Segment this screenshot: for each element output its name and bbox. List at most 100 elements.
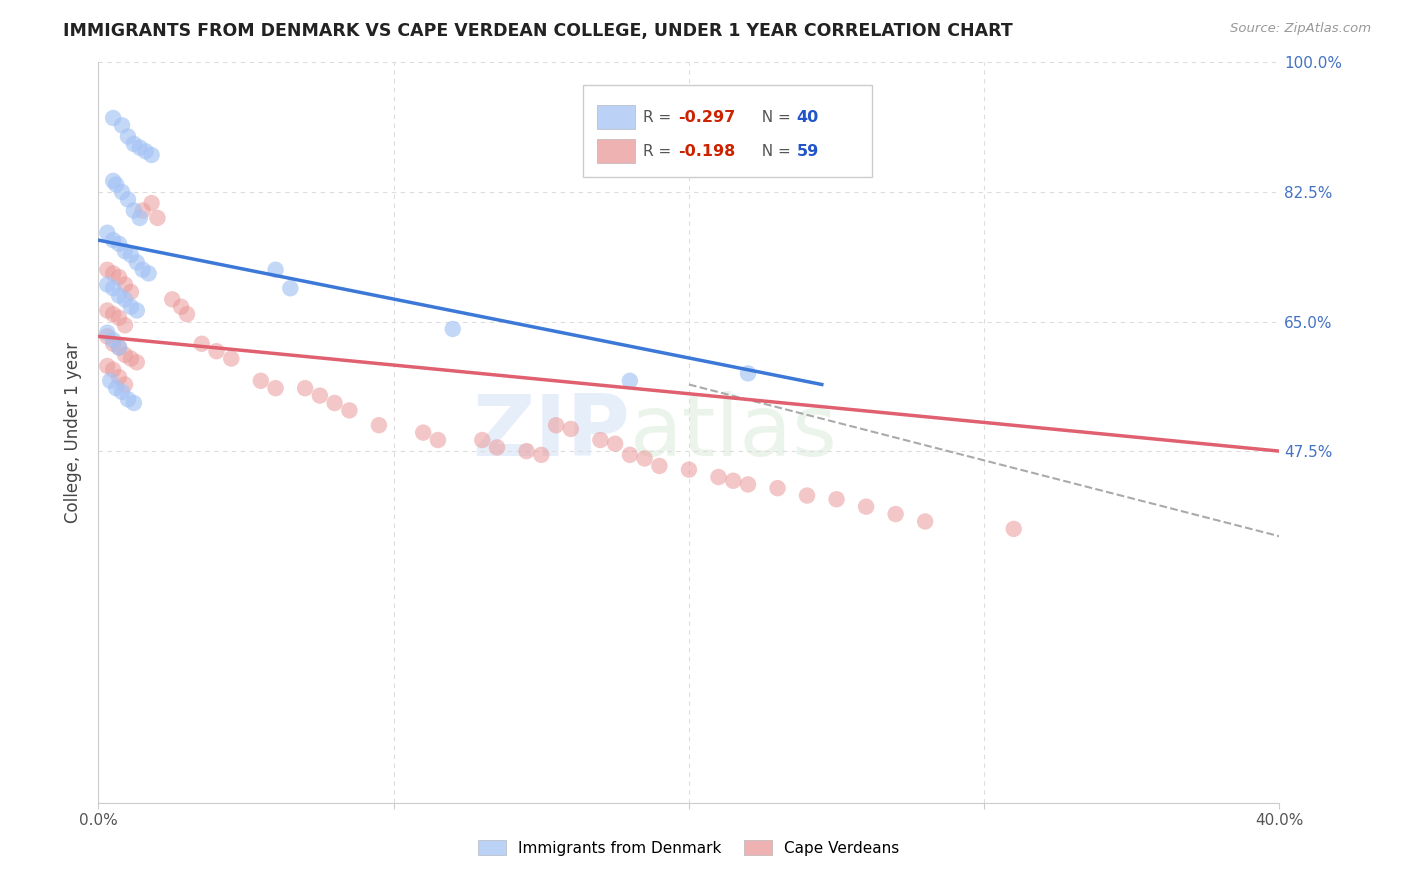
- Point: [117, 193, 139, 207]
- Point: [103, 333, 125, 347]
- Point: [737, 477, 759, 491]
- Point: [96, 262, 118, 277]
- Text: N =: N =: [752, 110, 796, 125]
- Point: [250, 374, 273, 388]
- Legend: Immigrants from Denmark, Cape Verdeans: Immigrants from Denmark, Cape Verdeans: [472, 834, 905, 862]
- Point: [796, 489, 818, 503]
- Point: [486, 441, 509, 455]
- FancyBboxPatch shape: [596, 139, 634, 163]
- Point: [264, 381, 287, 395]
- Point: [471, 433, 494, 447]
- Text: R =: R =: [643, 144, 676, 159]
- Point: [221, 351, 243, 366]
- Point: [111, 119, 134, 133]
- Point: [516, 444, 538, 458]
- Point: [103, 307, 125, 321]
- Point: [264, 262, 287, 277]
- Point: [648, 458, 671, 473]
- Point: [914, 515, 936, 529]
- Point: [634, 451, 657, 466]
- Point: [108, 341, 131, 355]
- Point: [114, 277, 136, 292]
- Point: [132, 203, 155, 218]
- Point: [141, 148, 163, 162]
- Text: -0.297: -0.297: [678, 110, 735, 125]
- Point: [619, 374, 641, 388]
- Point: [135, 145, 157, 159]
- Point: [108, 236, 131, 251]
- Point: [125, 255, 148, 269]
- Point: [146, 211, 169, 225]
- Point: [108, 341, 131, 355]
- Point: [103, 336, 125, 351]
- Text: -0.198: -0.198: [678, 144, 735, 159]
- Point: [678, 462, 700, 476]
- Point: [103, 267, 125, 281]
- Point: [98, 374, 121, 388]
- Point: [176, 307, 198, 321]
- Point: [114, 318, 136, 333]
- Point: [884, 507, 907, 521]
- FancyBboxPatch shape: [596, 105, 634, 129]
- Point: [170, 300, 193, 314]
- Point: [855, 500, 877, 514]
- FancyBboxPatch shape: [582, 85, 872, 178]
- Point: [309, 388, 332, 402]
- Point: [132, 262, 155, 277]
- Point: [105, 178, 128, 192]
- Point: [323, 396, 346, 410]
- Point: [103, 281, 125, 295]
- Point: [589, 433, 612, 447]
- Point: [530, 448, 553, 462]
- Point: [546, 418, 568, 433]
- Point: [117, 129, 139, 144]
- Point: [96, 277, 118, 292]
- Point: [723, 474, 745, 488]
- Point: [707, 470, 730, 484]
- Point: [605, 436, 627, 450]
- Point: [114, 293, 136, 307]
- Point: [114, 348, 136, 362]
- Point: [96, 303, 118, 318]
- Point: [339, 403, 361, 417]
- Point: [128, 140, 150, 154]
- Point: [205, 344, 228, 359]
- Point: [122, 136, 145, 151]
- Point: [120, 300, 142, 314]
- Point: [138, 267, 160, 281]
- Point: [96, 329, 118, 343]
- Point: [120, 285, 142, 299]
- Point: [96, 226, 118, 240]
- Y-axis label: College, Under 1 year: College, Under 1 year: [65, 342, 83, 524]
- Point: [122, 203, 145, 218]
- Text: IMMIGRANTS FROM DENMARK VS CAPE VERDEAN COLLEGE, UNDER 1 YEAR CORRELATION CHART: IMMIGRANTS FROM DENMARK VS CAPE VERDEAN …: [63, 22, 1012, 40]
- Point: [737, 367, 759, 381]
- Point: [141, 196, 163, 211]
- Point: [162, 293, 183, 307]
- Point: [825, 492, 848, 507]
- Text: R =: R =: [643, 110, 676, 125]
- Point: [427, 433, 450, 447]
- Point: [96, 326, 118, 340]
- Point: [103, 362, 125, 376]
- Point: [122, 396, 145, 410]
- Point: [125, 303, 148, 318]
- Point: [117, 392, 139, 407]
- Text: 40: 40: [796, 110, 818, 125]
- Text: N =: N =: [752, 144, 796, 159]
- Point: [294, 381, 316, 395]
- Point: [103, 233, 125, 247]
- Point: [120, 351, 142, 366]
- Point: [111, 185, 134, 199]
- Point: [619, 448, 641, 462]
- Point: [114, 377, 136, 392]
- Point: [120, 248, 142, 262]
- Point: [412, 425, 434, 440]
- Text: ZIP: ZIP: [472, 391, 630, 475]
- Point: [441, 322, 464, 336]
- Point: [96, 359, 118, 373]
- Point: [108, 270, 131, 285]
- Point: [1002, 522, 1025, 536]
- Point: [368, 418, 391, 433]
- Point: [111, 384, 134, 399]
